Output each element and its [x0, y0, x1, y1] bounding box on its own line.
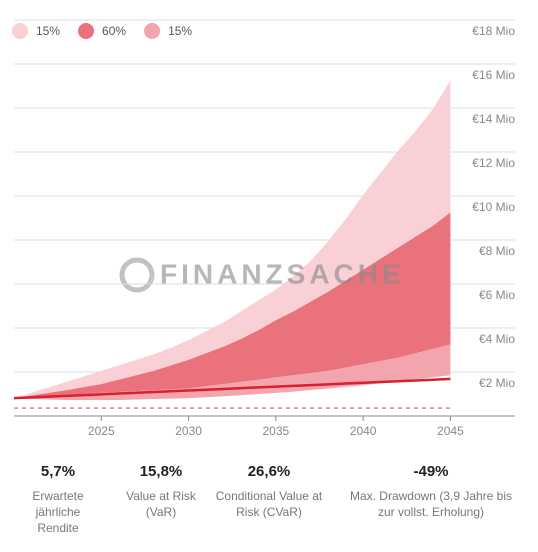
y-tick-label: €10 Mio: [472, 200, 515, 214]
y-tick-label: €8 Mio: [479, 244, 515, 258]
x-tick-label: 2040: [350, 424, 377, 438]
legend-swatch: [78, 23, 95, 39]
y-tick-label: €12 Mio: [472, 156, 515, 170]
stat: -49% Max. Drawdown (3,9 Jahre bis zur vo…: [341, 463, 521, 520]
x-tick-label: 2025: [88, 424, 115, 438]
band-area: [14, 212, 451, 399]
stat-label: Max. Drawdown (3,9 Jahre bis zur vollst.…: [349, 489, 513, 519]
median-line: [13, 377, 451, 400]
legend-swatch: [144, 23, 161, 39]
stat-value: 26,6%: [247, 463, 291, 480]
x-tick-label: 2045: [437, 424, 464, 438]
y-tick-label: €18 Mio: [472, 24, 515, 38]
y-tick-label: €16 Mio: [472, 68, 515, 82]
watermark-logo: [119, 257, 155, 293]
stat-label: Value at Risk (VaR): [126, 489, 196, 519]
y-tick-label: €6 Mio: [479, 288, 515, 302]
stat: 26,6% Conditional Value at Risk (CVaR): [214, 463, 324, 520]
stat-value: 15,8%: [139, 463, 183, 480]
legend-swatch: [12, 23, 28, 39]
stat-label: Erwartete jährliche Rendite: [32, 489, 84, 535]
y-tick-label: €2 Mio: [479, 376, 515, 390]
y-tick-label: €4 Mio: [479, 332, 515, 346]
legend-label: 15%: [168, 24, 192, 38]
x-tick-label: 2030: [175, 424, 202, 438]
stat: 15,8% Value at Risk (VaR): [116, 463, 206, 520]
chart: FINANZSACHE €2 Mio €4 Mio €6 Mio €8 Mio €10 M…: [12, 19, 515, 438]
band-area: [14, 80, 451, 399]
legend-label: 60%: [102, 24, 126, 38]
stat-label: Conditional Value at Risk (CVaR): [215, 489, 323, 519]
stat-value: -49%: [413, 463, 449, 480]
stat: 5,7% Erwartete jährliche Rendite: [18, 463, 98, 536]
legend-label: 15%: [36, 24, 60, 38]
stat-value: 5,7%: [40, 463, 76, 480]
band-area: [14, 344, 451, 401]
y-tick-label: €14 Mio: [472, 112, 515, 126]
x-tick-label: 2035: [262, 424, 289, 438]
watermark: FINANZSACHE: [160, 258, 405, 289]
